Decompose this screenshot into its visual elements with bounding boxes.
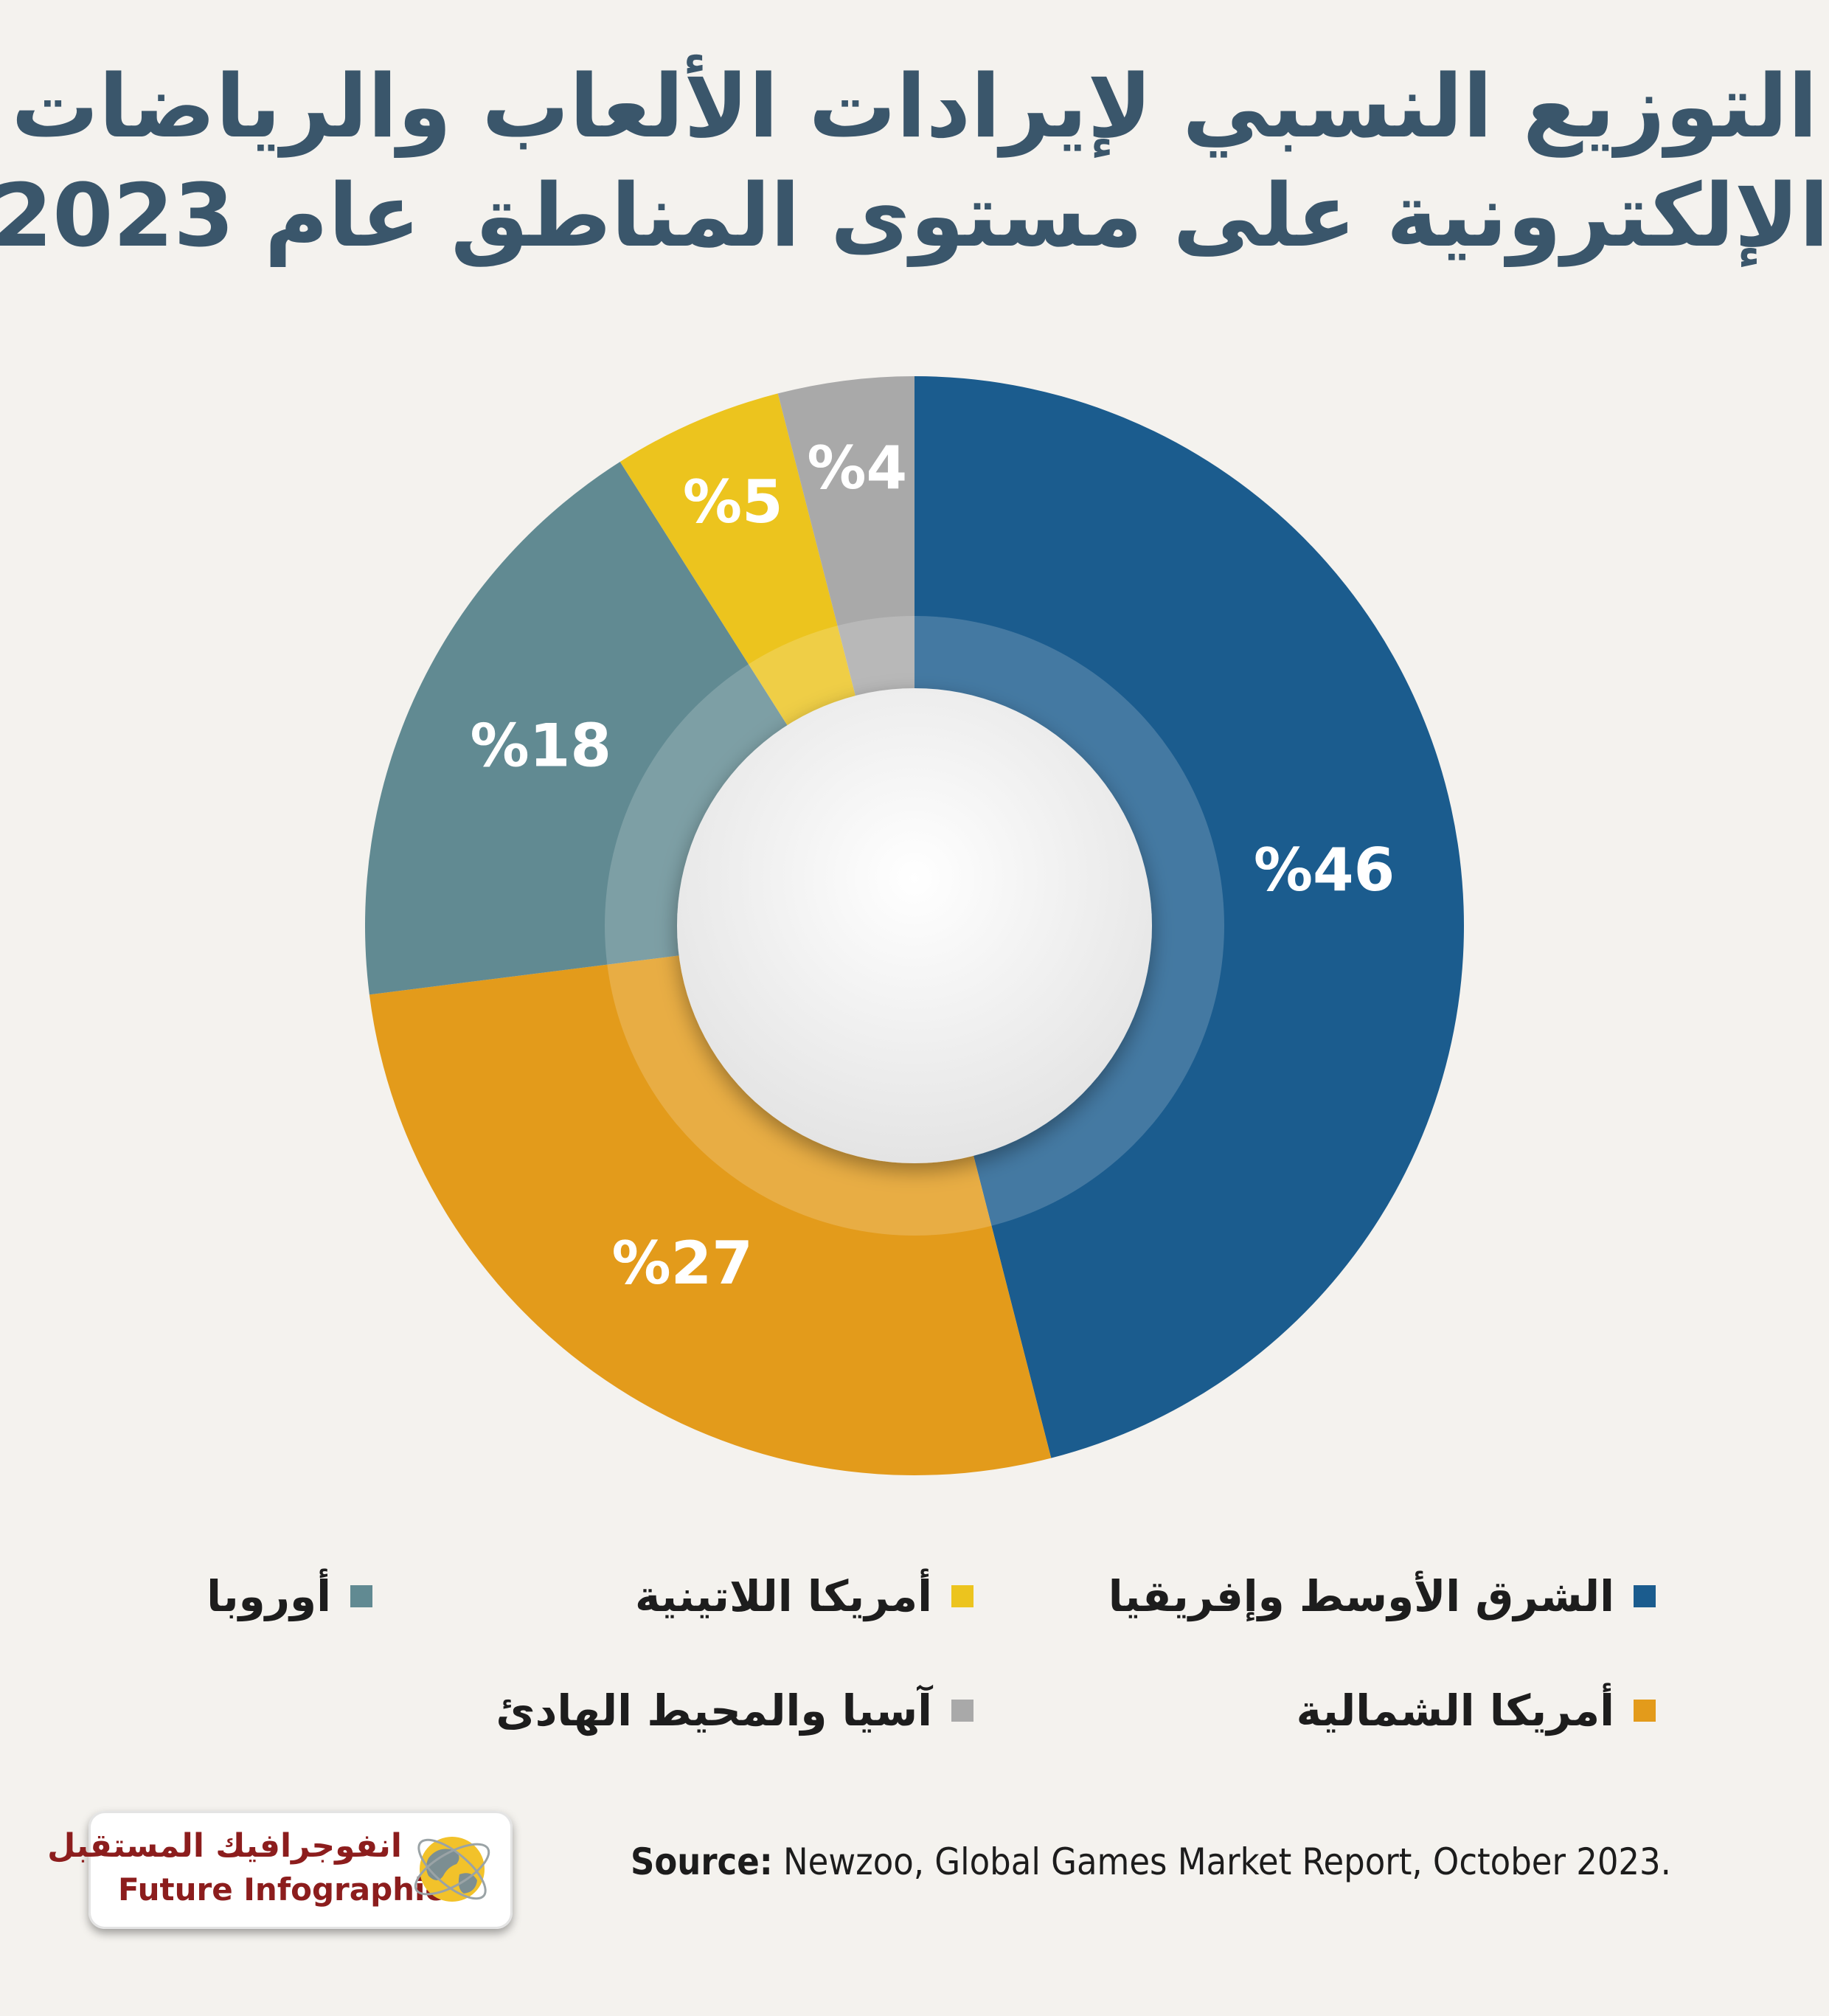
logo-arabic-text: انفوجرافيك المستقبل [47, 1827, 402, 1865]
slice-label: %27 [611, 1229, 752, 1298]
source-text: Newzoo, Global Games Market Report, Octo… [772, 1840, 1671, 1883]
title-line-2: الإلكترونية على مستوى المناطق عام 2023 [0, 164, 1829, 266]
center-hole [677, 688, 1152, 1163]
slice-label: %5 [683, 468, 783, 536]
legend-swatch [1634, 1700, 1656, 1722]
globe-icon [414, 1837, 490, 1902]
logo-english-text: Future Infographic [118, 1871, 444, 1908]
legend-label: آسيا والمحيط الهادئ [496, 1686, 932, 1736]
legend-swatch [1634, 1585, 1656, 1607]
donut-chart: %46 %27 %18 %5 %4 [365, 376, 1465, 1475]
source-label: Source: [631, 1840, 773, 1883]
legend-label: الشرق الأوسط وإفريقيا [1108, 1571, 1614, 1621]
legend-item-north-america: أمريكا الشمالية [1297, 1686, 1656, 1736]
slice-label: %18 [471, 712, 611, 780]
legend-item-europe: أوروبا [206, 1571, 372, 1621]
legend-swatch [951, 1585, 974, 1607]
slice-labels: %46 %27 %18 %5 %4 [471, 434, 1395, 1298]
slice-label: %4 [807, 434, 907, 502]
legend-item-mena: الشرق الأوسط وإفريقيا [1108, 1571, 1656, 1621]
slice-mena [914, 376, 1465, 1458]
slice-label: %46 [1254, 836, 1395, 904]
legend-label: أمريكا اللاتينية [634, 1571, 932, 1621]
chart-title: التوزيع النسبي لإيرادات الألعاب والرياضا… [0, 52, 1829, 270]
future-infographic-logo: انفوجرافيك المستقبل Future Infographic [47, 1811, 513, 1929]
title-line-1: التوزيع النسبي لإيرادات الألعاب والرياضا… [11, 55, 1818, 157]
legend-label: أمريكا الشمالية [1296, 1686, 1614, 1736]
legend-item-latin-america: أمريكا اللاتينية [635, 1571, 974, 1621]
legend-swatch [951, 1700, 974, 1722]
source-note: Source: Newzoo, Global Games Market Repo… [631, 1840, 1671, 1883]
legend-label: أوروبا [206, 1571, 331, 1621]
legend-swatch [350, 1585, 372, 1607]
legend-item-asia-pacific: آسيا والمحيط الهادئ [496, 1686, 974, 1736]
